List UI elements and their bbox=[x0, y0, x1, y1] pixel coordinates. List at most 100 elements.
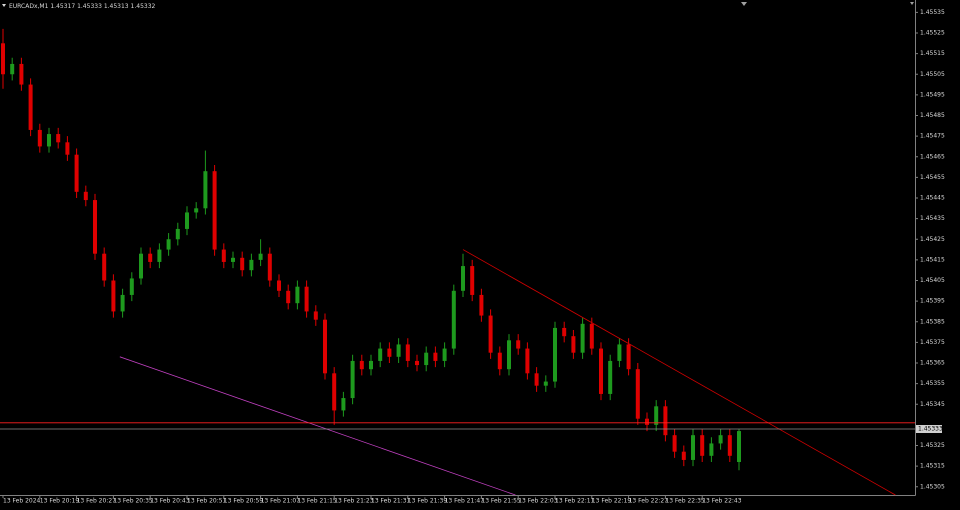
candle-body bbox=[663, 406, 668, 436]
y-tick-label: 1.45505 bbox=[920, 71, 945, 78]
y-tick-label: 1.45415 bbox=[920, 256, 945, 263]
candle-body bbox=[589, 323, 594, 349]
candle-body bbox=[571, 336, 576, 353]
candle-body bbox=[461, 266, 465, 291]
candle-body bbox=[488, 315, 493, 353]
bid-label: 1.45333 bbox=[918, 426, 943, 433]
candle-body bbox=[553, 327, 557, 382]
candle-body bbox=[350, 360, 355, 399]
candle-body bbox=[1, 43, 5, 75]
candle-body bbox=[654, 406, 659, 425]
candle-body bbox=[175, 228, 180, 240]
candle-body bbox=[516, 340, 521, 349]
candle-body bbox=[10, 63, 15, 75]
candle-body bbox=[221, 249, 226, 262]
candle-body bbox=[341, 398, 346, 411]
candle-body bbox=[737, 431, 741, 462]
low-value: 1.45313 bbox=[104, 3, 129, 10]
y-tick-label: 1.45305 bbox=[920, 483, 945, 490]
x-tick-label: 13 Feb 22:35 bbox=[665, 498, 705, 505]
candle-body bbox=[249, 259, 254, 271]
x-tick-label: 13 Feb 22:11 bbox=[555, 498, 595, 505]
candle-body bbox=[203, 171, 208, 209]
x-tick-label: 13 Feb 21:07 bbox=[261, 498, 301, 505]
candle-body bbox=[129, 278, 134, 295]
candle-body bbox=[332, 373, 337, 411]
y-tick-label: 1.45455 bbox=[920, 174, 945, 181]
candle-body bbox=[415, 360, 419, 366]
candle-body bbox=[451, 290, 456, 349]
candle-body bbox=[700, 435, 705, 456]
candle-body bbox=[19, 63, 24, 85]
candle-body bbox=[479, 294, 484, 316]
candle-body bbox=[65, 142, 70, 155]
candle-body bbox=[497, 352, 502, 370]
candle-body bbox=[424, 352, 429, 366]
candle-body bbox=[148, 253, 153, 262]
candle-body bbox=[111, 280, 116, 312]
candle-body bbox=[74, 154, 79, 192]
candle-body bbox=[295, 286, 300, 304]
candle-body bbox=[727, 435, 732, 456]
candle-body bbox=[93, 200, 97, 254]
candle-body bbox=[396, 344, 401, 357]
candle-body bbox=[304, 286, 309, 312]
y-tick-label: 1.45485 bbox=[920, 112, 945, 119]
candle-body bbox=[267, 253, 272, 281]
y-tick-label: 1.45535 bbox=[920, 9, 945, 16]
candle-body bbox=[617, 344, 622, 361]
candle-body bbox=[139, 253, 143, 279]
corner-marker bbox=[910, 2, 914, 5]
candle-body bbox=[709, 443, 714, 456]
y-tick-label: 1.45365 bbox=[920, 360, 945, 367]
y-tick-label: 1.45405 bbox=[920, 277, 945, 284]
candle-body bbox=[56, 134, 61, 143]
candle-body bbox=[433, 352, 438, 361]
candle-body bbox=[194, 208, 199, 213]
y-tick-label: 1.45445 bbox=[920, 195, 945, 202]
y-tick-label: 1.45495 bbox=[920, 91, 945, 98]
y-tick-label: 1.45385 bbox=[920, 318, 945, 325]
candle-body bbox=[691, 435, 695, 460]
x-tick-label: 13 Feb 22:27 bbox=[629, 498, 669, 505]
x-tick-label: 13 Feb 22:03 bbox=[518, 498, 558, 505]
y-tick-label: 1.45315 bbox=[920, 463, 945, 470]
y-tick-label: 1.45375 bbox=[920, 339, 945, 346]
candle-body bbox=[580, 323, 585, 353]
x-tick-label: 13 Feb 21:15 bbox=[297, 498, 337, 505]
candle-body bbox=[286, 290, 291, 304]
candle-body bbox=[37, 129, 42, 147]
chart-header: EURCADx,M1 1.45317 1.45333 1.45313 1.453… bbox=[9, 3, 156, 10]
x-tick-label: 13 Feb 21:23 bbox=[334, 498, 374, 505]
x-tick-label: 13 Feb 20:51 bbox=[187, 498, 227, 505]
candle-body bbox=[562, 327, 567, 337]
y-tick-label: 1.45425 bbox=[920, 236, 945, 243]
close-value: 1.45332 bbox=[131, 3, 156, 10]
x-tick-label: 13 Feb 21:31 bbox=[371, 498, 411, 505]
candle-body bbox=[507, 340, 511, 370]
trend-line bbox=[462, 249, 896, 496]
menu-arrow[interactable] bbox=[2, 4, 6, 7]
high-value: 1.45333 bbox=[77, 3, 102, 10]
open-value: 1.45317 bbox=[50, 3, 75, 10]
candle-body bbox=[166, 239, 171, 250]
x-tick-label: 13 Feb 21:47 bbox=[445, 498, 485, 505]
candle-body bbox=[672, 435, 677, 452]
x-tick-label: 13 Feb 20:59 bbox=[224, 498, 264, 505]
candle-body bbox=[470, 266, 475, 295]
x-tick-label: 13 Feb 2024 bbox=[3, 498, 41, 505]
shift-marker[interactable] bbox=[741, 2, 747, 6]
y-tick-label: 1.45525 bbox=[920, 30, 945, 37]
candle-body bbox=[240, 257, 245, 271]
candle-body bbox=[387, 348, 392, 357]
x-tick-label: 13 Feb 20:43 bbox=[150, 498, 190, 505]
y-tick-label: 1.45355 bbox=[920, 380, 945, 387]
candle-body bbox=[405, 344, 410, 361]
candle-body bbox=[599, 348, 603, 394]
candle-body bbox=[626, 344, 631, 370]
trend-line bbox=[119, 356, 516, 496]
candle-body bbox=[323, 319, 327, 374]
candle-body bbox=[313, 311, 318, 320]
